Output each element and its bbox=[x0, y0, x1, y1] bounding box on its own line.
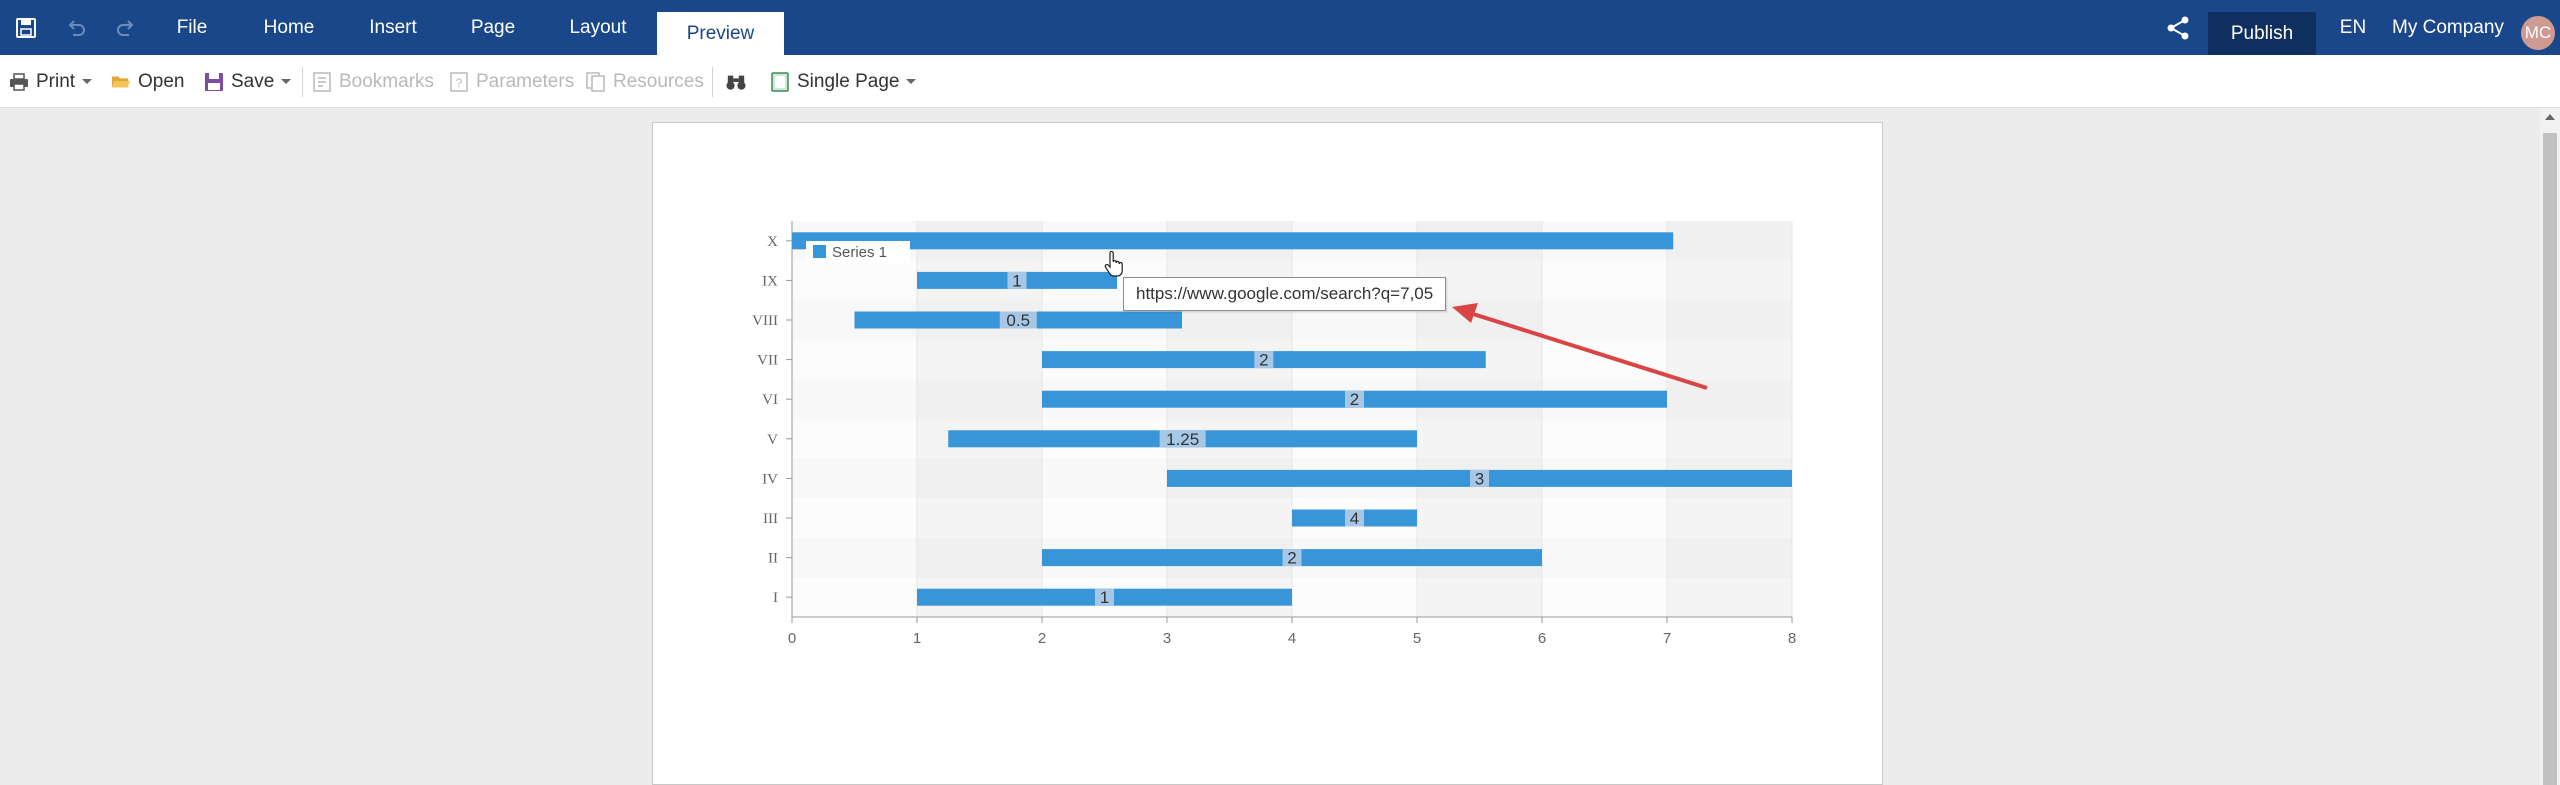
tab-layout[interactable]: Layout bbox=[569, 16, 627, 38]
x-tick-label: 6 bbox=[1538, 630, 1546, 647]
bookmarks-button[interactable]: Bookmarks bbox=[312, 55, 434, 108]
save-icon[interactable] bbox=[12, 14, 40, 42]
range-bar bbox=[792, 232, 1674, 250]
redo-icon[interactable] bbox=[112, 14, 140, 42]
data-label: 4 bbox=[1350, 509, 1359, 528]
share-icon[interactable] bbox=[2164, 14, 2192, 42]
data-label: 2 bbox=[1259, 351, 1268, 370]
vertical-scrollbar[interactable] bbox=[2540, 108, 2560, 785]
view-mode-label: Single Page bbox=[797, 70, 900, 92]
print-button[interactable]: Print bbox=[9, 55, 93, 108]
resources-button[interactable]: Resources bbox=[586, 55, 704, 108]
report-page: 0 1 2 3 4 5 6 7 8 I 1 II 2 III 4 IV 3 V 1.25 VI 2 VII 2 VIII 0.5… bbox=[652, 122, 1883, 785]
data-label: 2 bbox=[1287, 549, 1296, 568]
floppy-disk-icon bbox=[204, 72, 224, 92]
resources-label: Resources bbox=[613, 70, 704, 92]
company-name[interactable]: My Company bbox=[2392, 16, 2504, 38]
hand-cursor-icon bbox=[1104, 251, 1123, 277]
y-tick-label: VIII bbox=[752, 313, 778, 329]
data-label: 2 bbox=[1350, 390, 1359, 409]
language-selector[interactable]: EN bbox=[2339, 16, 2367, 38]
open-button[interactable]: Open bbox=[111, 55, 184, 108]
bookmarks-label: Bookmarks bbox=[339, 70, 435, 92]
undo-icon[interactable] bbox=[62, 14, 90, 42]
x-tick-label: 4 bbox=[1288, 630, 1296, 647]
chevron-down-icon bbox=[906, 79, 917, 84]
x-tick-label: 1 bbox=[913, 630, 921, 647]
toolbar-divider bbox=[302, 67, 303, 97]
data-label: 0.5 bbox=[1006, 311, 1030, 330]
tab-preview[interactable]: Preview bbox=[657, 12, 784, 55]
legend-box bbox=[806, 241, 910, 263]
printer-icon bbox=[9, 72, 29, 92]
y-tick-label: II bbox=[768, 551, 778, 567]
legend-swatch bbox=[813, 245, 826, 258]
data-label-background bbox=[999, 311, 1037, 329]
x-tick-label: 2 bbox=[1038, 630, 1046, 647]
data-label-background bbox=[1007, 271, 1027, 289]
data-label: 3 bbox=[1475, 469, 1484, 488]
parameters-icon: ? bbox=[449, 71, 469, 92]
data-label-background bbox=[1282, 549, 1302, 567]
save-report-button[interactable]: Save bbox=[204, 55, 292, 108]
x-tick-label: 5 bbox=[1413, 630, 1421, 647]
x-tick-label: 3 bbox=[1163, 630, 1171, 647]
y-tick-label: IX bbox=[762, 273, 778, 289]
chevron-down-icon bbox=[82, 79, 93, 84]
find-button[interactable] bbox=[726, 55, 753, 108]
data-label: 1 bbox=[1012, 271, 1021, 290]
parameters-label: Parameters bbox=[476, 70, 575, 92]
data-label: 1 bbox=[1100, 588, 1109, 607]
parameters-button[interactable]: ? Parameters bbox=[449, 55, 574, 108]
x-tick-label: 0 bbox=[788, 630, 796, 647]
range-bar-chart: 0 1 2 3 4 5 6 7 8 I 1 II 2 III 4 IV 3 V 1.25 VI 2 VII 2 VIII 0.5… bbox=[752, 221, 1796, 647]
y-tick-label: IV bbox=[762, 471, 778, 487]
tab-home[interactable]: Home bbox=[263, 16, 315, 38]
data-label: 1.25 bbox=[1166, 430, 1199, 449]
hyperlink-tooltip: https://www.google.com/search?q=7,05 bbox=[1123, 277, 1447, 311]
folder-icon bbox=[111, 72, 131, 92]
tab-page[interactable]: Page bbox=[470, 16, 516, 38]
chevron-down-icon bbox=[281, 79, 292, 84]
y-tick-label: VII bbox=[757, 353, 778, 369]
grid-band bbox=[1667, 221, 1792, 617]
data-label-background bbox=[1470, 469, 1489, 487]
resources-icon bbox=[586, 71, 606, 92]
toolbar-divider bbox=[712, 67, 713, 97]
save-label: Save bbox=[231, 70, 275, 92]
scrollbar-thumb[interactable] bbox=[2543, 133, 2557, 785]
data-label-background bbox=[1345, 390, 1364, 408]
tab-insert[interactable]: Insert bbox=[369, 16, 417, 38]
avatar[interactable]: MC bbox=[2521, 16, 2555, 50]
open-label: Open bbox=[138, 70, 185, 92]
data-label-background bbox=[1345, 509, 1364, 527]
y-tick-label: I bbox=[773, 590, 778, 606]
single-page-icon bbox=[770, 71, 790, 92]
legend-entry: Series 1 bbox=[832, 244, 887, 261]
y-tick-label: VI bbox=[762, 392, 778, 408]
y-tick-label: V bbox=[767, 432, 778, 448]
data-label-background bbox=[1095, 588, 1114, 606]
view-mode-dropdown[interactable]: Single Page bbox=[770, 55, 917, 108]
y-tick-label: III bbox=[763, 511, 778, 527]
data-label-background bbox=[1159, 430, 1206, 448]
svg-text:?: ? bbox=[456, 76, 463, 90]
scroll-up-arrow-icon[interactable] bbox=[2545, 114, 2555, 120]
print-label: Print bbox=[36, 70, 76, 92]
x-tick-label: 8 bbox=[1788, 630, 1796, 647]
tab-file[interactable]: File bbox=[176, 16, 208, 38]
y-tick-label: X bbox=[767, 234, 778, 250]
binoculars-icon bbox=[726, 72, 746, 92]
bookmarks-icon bbox=[312, 71, 332, 92]
x-tick-label: 7 bbox=[1663, 630, 1671, 647]
report-viewer: 0 1 2 3 4 5 6 7 8 I 1 II 2 III 4 IV 3 V 1.25 VI 2 VII 2 VIII 0.5… bbox=[0, 108, 2540, 785]
top-ribbon: File Home Insert Page Layout Preview Pub… bbox=[0, 0, 2560, 55]
data-label-background bbox=[1254, 351, 1274, 369]
publish-button[interactable]: Publish bbox=[2208, 12, 2316, 55]
preview-toolbar: Print Open Save Bookmarks ? Parameters R… bbox=[0, 55, 2560, 108]
